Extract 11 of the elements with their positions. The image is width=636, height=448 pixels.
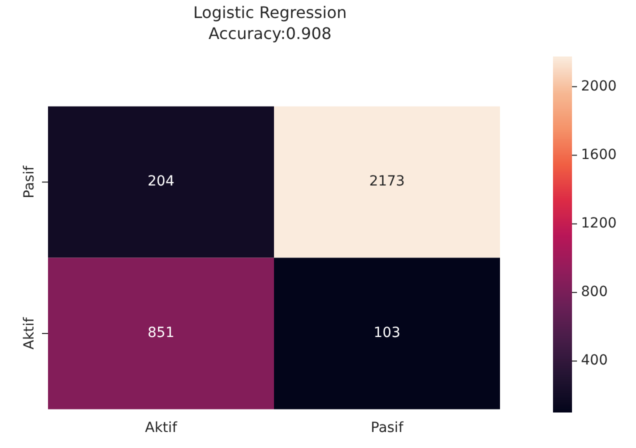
color-bar-label: 1600 xyxy=(581,146,617,163)
color-bar-label: 400 xyxy=(581,352,608,369)
data-label: 2173 xyxy=(369,174,405,190)
data-label: 851 xyxy=(148,325,174,342)
data-label: 103 xyxy=(374,325,400,342)
data-label: 204 xyxy=(148,174,174,190)
chart-subtitle: Accuracy:0.908 xyxy=(208,24,332,43)
chart-title: Logistic Regression xyxy=(193,2,347,22)
color-bar-label: 1200 xyxy=(581,216,617,232)
color-bar-label: 2000 xyxy=(581,78,617,94)
color-bar-label: 800 xyxy=(581,284,608,300)
